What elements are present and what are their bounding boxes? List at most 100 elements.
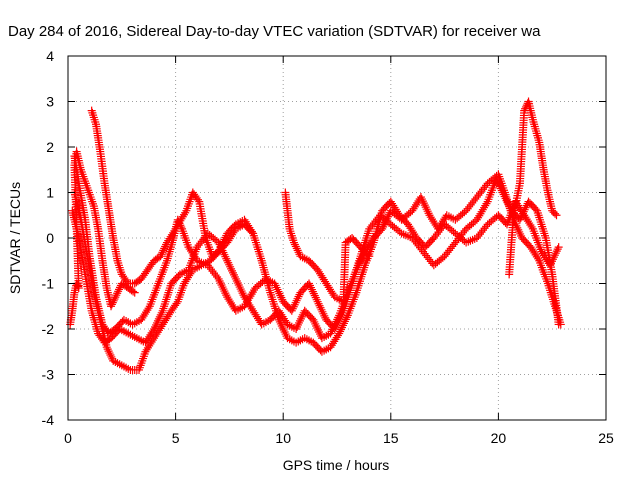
data-point-marker <box>358 253 367 262</box>
data-point-marker <box>329 323 338 332</box>
data-point-marker <box>382 216 391 225</box>
data-point-marker <box>307 285 316 294</box>
data-point-marker <box>419 199 428 208</box>
data-point-marker <box>333 315 342 324</box>
data-point-marker <box>292 244 301 253</box>
data-point-marker <box>277 321 286 330</box>
data-point-marker <box>293 246 302 255</box>
data-point-marker <box>309 315 318 324</box>
data-point-marker <box>110 294 119 303</box>
data-point-marker <box>181 208 190 217</box>
data-point-marker <box>338 321 347 330</box>
data-point-marker <box>151 322 160 331</box>
data-point-marker <box>214 247 223 256</box>
data-point-marker <box>107 352 116 361</box>
data-point-marker <box>113 289 122 298</box>
data-point-marker <box>306 283 315 292</box>
data-point-marker <box>218 239 227 248</box>
data-point-marker <box>247 290 256 299</box>
data-point-marker <box>280 328 289 337</box>
data-point-marker <box>171 224 180 233</box>
data-point-marker <box>305 279 314 288</box>
data-point-marker <box>221 233 230 242</box>
data-point-marker <box>338 323 347 332</box>
data-point-marker <box>294 318 303 327</box>
axis-ticks <box>67 55 607 421</box>
data-point-marker <box>550 251 559 260</box>
data-point-marker <box>160 244 169 253</box>
data-point-marker <box>423 207 432 216</box>
data-point-marker <box>293 322 302 331</box>
data-point-marker <box>312 321 321 330</box>
data-point-marker <box>227 264 236 273</box>
data-point-marker <box>549 253 558 262</box>
data-point-marker <box>114 287 123 296</box>
y-tick-label: -3 <box>42 367 55 383</box>
data-point-marker <box>272 283 281 292</box>
data-point-marker <box>312 295 321 304</box>
y-tick-label: 2 <box>46 139 54 155</box>
data-point-marker <box>276 319 285 328</box>
data-point-marker <box>418 197 427 206</box>
data-point-marker <box>318 307 327 316</box>
data-point-marker <box>438 253 447 262</box>
data-point-marker <box>289 302 298 311</box>
data-point-marker <box>422 205 431 214</box>
data-point-marker <box>328 325 337 334</box>
data-point-marker <box>177 214 186 223</box>
data-point-marker <box>107 302 116 311</box>
data-point-marker <box>217 241 226 250</box>
data-point-marker <box>314 299 323 308</box>
data-point-marker <box>222 254 231 263</box>
data-point-marker <box>158 248 167 257</box>
data-point-marker <box>291 298 300 307</box>
data-point-marker <box>476 209 485 218</box>
data-point-marker <box>382 214 391 223</box>
data-point-marker <box>238 289 247 298</box>
data-point-marker <box>129 287 138 296</box>
data-point-marker <box>236 285 245 294</box>
data-point-marker <box>311 319 320 328</box>
data-point-marker <box>279 326 288 335</box>
data-point-marker <box>547 257 556 266</box>
data-point-marker <box>275 289 284 298</box>
y-tick-label: -4 <box>42 412 55 428</box>
data-point-marker <box>316 330 325 339</box>
data-point-marker <box>310 317 319 326</box>
data-point-marker <box>379 222 388 231</box>
data-point-marker <box>247 227 256 236</box>
data-point-marker <box>294 320 303 329</box>
data-point-marker <box>334 313 343 322</box>
data-point-marker <box>515 227 524 236</box>
data-point-marker <box>161 242 170 251</box>
data-point-marker <box>341 315 350 324</box>
data-point-marker <box>310 291 319 300</box>
data-point-marker <box>232 276 241 285</box>
data-point-marker <box>556 320 565 329</box>
data-point-marker <box>153 316 162 325</box>
data-point-marker <box>481 201 490 210</box>
data-point-marker <box>363 250 372 259</box>
data-point-marker <box>231 274 240 283</box>
data-point-marker <box>516 229 525 238</box>
y-tick-label: -2 <box>42 321 55 337</box>
data-point-marker <box>482 222 491 231</box>
y-tick-label: 0 <box>46 230 54 246</box>
data-point-marker <box>327 327 336 336</box>
data-point-marker <box>130 288 139 297</box>
data-point-marker <box>311 293 320 302</box>
y-axis-label: SDTVAR / TECUs <box>7 182 23 294</box>
data-point-marker <box>157 308 166 317</box>
data-point-marker <box>460 208 469 217</box>
data-point-marker <box>220 287 229 296</box>
data-point-marker <box>551 209 560 218</box>
data-point-marker <box>214 274 223 283</box>
data-point-marker <box>357 255 366 264</box>
data-point-marker <box>417 195 426 204</box>
data-point-marker <box>217 281 226 290</box>
x-tick-label: 10 <box>275 430 291 446</box>
data-point-marker <box>106 351 115 359</box>
data-point-marker <box>331 319 340 328</box>
data-point-marker <box>175 218 184 227</box>
data-point-marker <box>421 203 430 212</box>
